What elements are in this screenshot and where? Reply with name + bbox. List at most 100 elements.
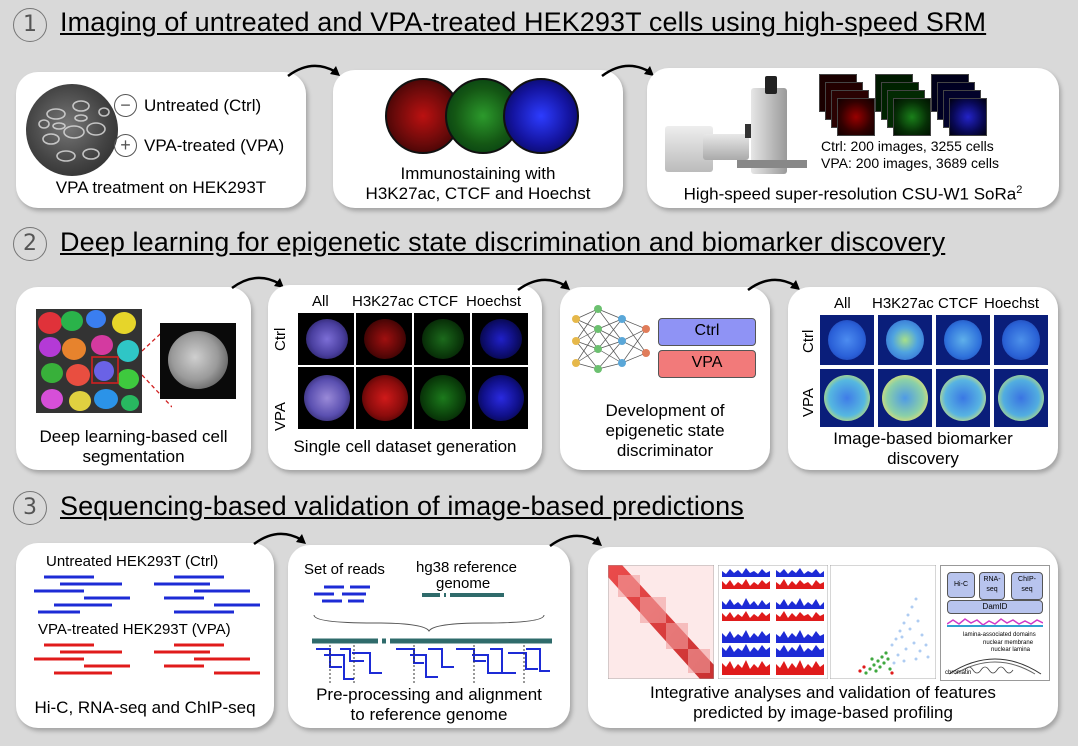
- plus-icon: +: [114, 134, 137, 157]
- mini-lad-label: lamina-associated domains: [963, 632, 1036, 638]
- zoom-lines-icon: [142, 323, 172, 408]
- map-ctrl-h3k27ac: [878, 315, 932, 365]
- cell-ctrl-h3k27ac: [356, 313, 412, 365]
- col-hoechst: Hoechst: [984, 295, 1040, 312]
- cell-ctrl-all: [298, 313, 354, 365]
- cell-ctrl-hoechst: [472, 313, 528, 365]
- caption-discriminator-1: Development of: [605, 401, 725, 420]
- col-all: All: [312, 293, 329, 310]
- mini-rnaseq-box: RNA-seq: [979, 572, 1005, 600]
- col-ctcf: CTCF: [938, 295, 978, 312]
- damid-track-icon: [947, 618, 1043, 627]
- cell-ctrl-ctcf: [414, 313, 470, 365]
- label-set-of-reads: Set of reads: [304, 561, 385, 578]
- map-ctrl-ctcf: [936, 315, 990, 365]
- caption-single-cell: Single cell dataset generation: [293, 437, 517, 456]
- caption-sequencing: Hi-C, RNA-seq and ChIP-seq: [34, 698, 256, 717]
- mini-hic-box: Hi-C: [947, 572, 975, 598]
- row-ctrl: Ctrl: [800, 329, 817, 353]
- mini-lamina-label: nuclear lamina: [991, 647, 1031, 653]
- caption-segmentation-1: Deep learning-based cell: [39, 427, 228, 446]
- section-number-1: 1: [13, 8, 47, 42]
- row-vpa: VPA: [800, 388, 817, 417]
- caption-immunostaining-1: Immunostaining with: [400, 164, 556, 183]
- laser-unit-icon: [703, 134, 749, 160]
- panel-single-cell-dataset: All H3K27ac CTCF Hoechst Ctrl VPA Single…: [268, 285, 542, 470]
- panel-segmentation: Deep learning-based cell segmentation: [16, 287, 251, 470]
- label-vpa-treated: VPA-treated (VPA): [144, 136, 285, 155]
- damid-schematic: Hi-C RNA-seq ChIP-seq DamID lamina-assoc…: [940, 565, 1050, 681]
- nucleus-schematic-icon: [948, 658, 1042, 675]
- panel-alignment: Set of reads hg38 reference genome Pre-p…: [288, 545, 570, 728]
- ctrl-reads-icon: [34, 575, 260, 614]
- caption-biomarker-2: discovery: [887, 449, 959, 468]
- panel-microscope: Ctrl: 200 images, 3255 cells VPA: 200 im…: [647, 68, 1059, 208]
- panel-sequencing: Untreated HEK293T (Ctrl) VPA-treated HEK…: [16, 543, 274, 728]
- microscope-camera-icon: [765, 76, 777, 94]
- section-number-3: 3: [13, 491, 47, 525]
- map-ctrl-all: [820, 315, 874, 365]
- microscope-body-icon: [751, 88, 787, 174]
- volcano-plot-image: [830, 565, 936, 679]
- caption-integrative-1: Integrative analyses and validation of f…: [650, 683, 996, 702]
- class-box-vpa: VPA: [658, 350, 756, 378]
- label-untreated-cells: Untreated HEK293T (Ctrl): [46, 553, 219, 570]
- caption-microscope: High-speed super-resolution CSU-W1 SoRa2: [683, 184, 1023, 204]
- panel-biomarker: All H3K27ac CTCF Hoechst Ctrl VPA Image-…: [788, 287, 1058, 470]
- curved-arrow-icon: [549, 534, 602, 548]
- cell-vpa-h3k27ac: [356, 367, 412, 429]
- hoechst-stain-image: [503, 78, 579, 154]
- col-all: All: [834, 295, 851, 312]
- section-title-1: Imaging of untreated and VPA-treated HEK…: [60, 7, 987, 37]
- hic-matrix-image: [608, 565, 714, 679]
- mini-membrane-label: nuclear membrane: [983, 640, 1034, 646]
- caption-discriminator-3: discriminator: [616, 441, 714, 460]
- neural-network-icon: [572, 305, 650, 373]
- microscope-stage-icon: [737, 160, 807, 168]
- col-hoechst: Hoechst: [466, 293, 522, 310]
- stat-ctrl: Ctrl: 200 images, 3255 cells: [821, 138, 994, 154]
- caption-vpa-treatment: VPA treatment on HEK293T: [55, 178, 267, 197]
- caption-alignment-2: to reference genome: [350, 705, 508, 724]
- curved-arrow-icon: [517, 278, 570, 292]
- minus-icon: −: [114, 94, 137, 117]
- map-vpa-h3k27ac: [878, 369, 932, 427]
- class-box-ctrl: Ctrl: [658, 318, 756, 346]
- cell-vpa-all: [298, 367, 354, 429]
- segmentation-image: [36, 309, 142, 413]
- label-vpa-cells: VPA-treated HEK293T (VPA): [38, 621, 231, 638]
- caption-alignment-1: Pre-processing and alignment: [316, 685, 542, 704]
- caption-discriminator-2: epigenetic state: [605, 421, 725, 440]
- section-number-2: 2: [13, 227, 47, 261]
- panel-immunostaining: Immunostaining with H3K27ac, CTCF and Ho…: [333, 70, 623, 208]
- curved-arrow-icon: [747, 278, 800, 292]
- caption-immunostaining-2: H3K27ac, CTCF and Hoechst: [365, 184, 591, 203]
- curved-arrow-icon: [601, 64, 654, 78]
- panel-integrative: Hi-C RNA-seq ChIP-seq DamID lamina-assoc…: [588, 547, 1058, 728]
- map-vpa-ctcf: [936, 369, 990, 427]
- col-h3k27ac: H3K27ac: [872, 295, 934, 312]
- section-title-3: Sequencing-based validation of image-bas…: [60, 491, 744, 521]
- map-ctrl-hoechst: [994, 315, 1048, 365]
- label-untreated: Untreated (Ctrl): [144, 96, 262, 115]
- curved-arrow-icon: [253, 532, 306, 546]
- caption-integrative-2: predicted by image-based profiling: [693, 703, 953, 722]
- cell-vpa-ctcf: [414, 367, 470, 429]
- col-ctcf: CTCF: [418, 293, 458, 310]
- rnaseq-tracks-image: [718, 565, 828, 679]
- panel-vpa-treatment: − Untreated (Ctrl) + VPA-treated (VPA) V…: [16, 72, 306, 208]
- alignment-diagram: [312, 585, 552, 683]
- cell-culture-image: [26, 84, 118, 176]
- label-reference-1: hg38 reference: [416, 559, 517, 576]
- panel-discriminator: Ctrl VPA Development of epigenetic state…: [560, 287, 770, 470]
- curved-arrow-icon: [287, 64, 340, 78]
- mini-chipseq-box: ChIP-seq: [1011, 572, 1043, 600]
- map-vpa-all: [820, 369, 874, 427]
- section-title-2: Deep learning for epigenetic state discr…: [60, 227, 946, 257]
- cell-vpa-hoechst: [472, 367, 528, 429]
- mini-damid-box: DamID: [947, 600, 1043, 614]
- stat-vpa: VPA: 200 images, 3689 cells: [821, 155, 999, 171]
- col-h3k27ac: H3K27ac: [352, 293, 414, 310]
- label-reference-2: genome: [436, 575, 491, 592]
- caption-segmentation-2: segmentation: [82, 447, 185, 466]
